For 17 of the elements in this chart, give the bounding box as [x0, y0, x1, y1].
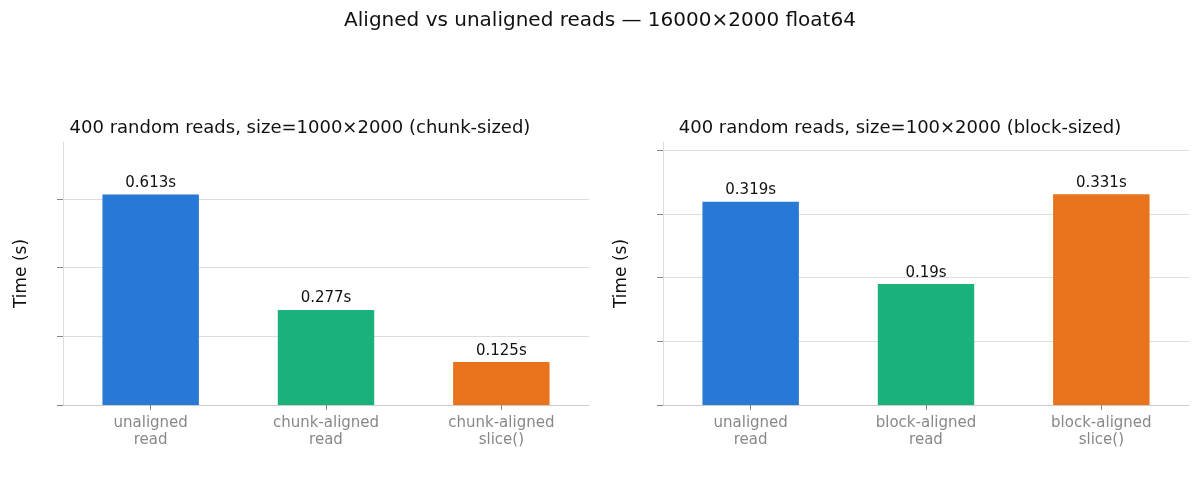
x-tick-label: chunk-aligned read: [272, 412, 380, 448]
data-label: 0.277s: [300, 288, 352, 307]
y-axis-title: Time (s): [9, 238, 30, 310]
data-label: 0.19s: [905, 262, 947, 281]
y-axis-title: Time (s): [609, 238, 630, 310]
chart-title: 400 random reads, size=100×2000 (block-sized): [678, 115, 1122, 137]
data-label: 0.331s: [1075, 172, 1127, 191]
data-label: 0.319s: [725, 180, 777, 199]
x-tick-label: block-aligned read: [875, 412, 977, 448]
x-tick-label: unaligned read: [113, 412, 188, 448]
x-tick-label: block-aligned slice(): [1051, 412, 1152, 448]
text: Aligned vs unaligned reads — 16000×2000 float64: [343, 7, 857, 31]
x-tick-label: chunk-aligned slice(): [448, 412, 555, 448]
x-tick-label: unaligned read: [713, 412, 788, 448]
chart-title: 400 random reads, size=1000×2000 (chunk-sized): [69, 115, 531, 137]
data-label: 0.613s: [125, 173, 177, 192]
data-label: 0.125s: [475, 340, 527, 359]
